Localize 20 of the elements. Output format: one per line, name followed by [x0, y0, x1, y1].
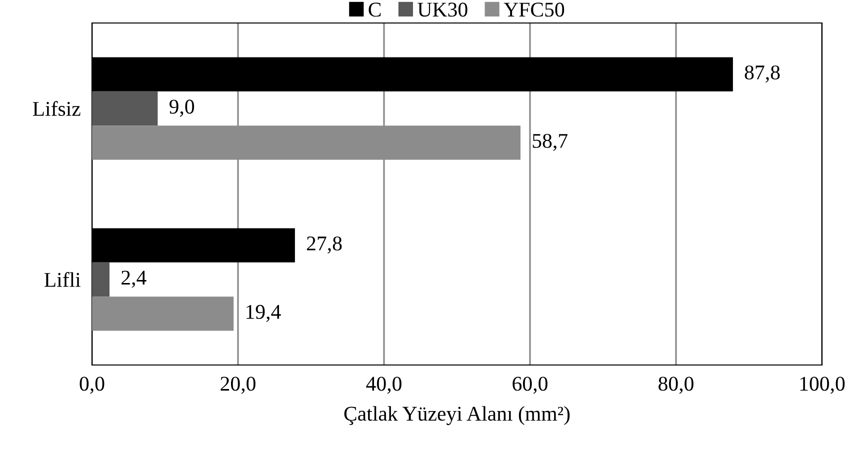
- legend-label: UK30: [418, 2, 468, 17]
- x-tick-label: 60,0: [512, 376, 548, 394]
- data-label: 58,7: [532, 134, 568, 151]
- y-tick-label: Lifli: [44, 272, 80, 287]
- x-tick-label: 20,0: [220, 376, 256, 394]
- data-label: 27,8: [306, 236, 342, 254]
- legend-label: YFC50: [504, 2, 564, 17]
- bar: [92, 262, 110, 297]
- data-label: 19,4: [246, 304, 281, 322]
- data-label: 87,8: [744, 65, 780, 83]
- data-label: 9,0: [169, 100, 194, 117]
- y-tick-label: Lifsiz: [32, 101, 80, 116]
- x-tick-label: 80,0: [658, 376, 694, 394]
- x-tick-label: 40,0: [366, 376, 402, 394]
- x-axis-title: Çatlak Yüzeyi Alanı (mm²): [344, 406, 570, 426]
- x-tick-label: 0,0: [80, 376, 104, 394]
- data-label: 2,4: [122, 270, 146, 288]
- bar: [92, 91, 158, 126]
- x-tick-label: 100,0: [800, 376, 845, 394]
- legend-label: C: [368, 2, 381, 17]
